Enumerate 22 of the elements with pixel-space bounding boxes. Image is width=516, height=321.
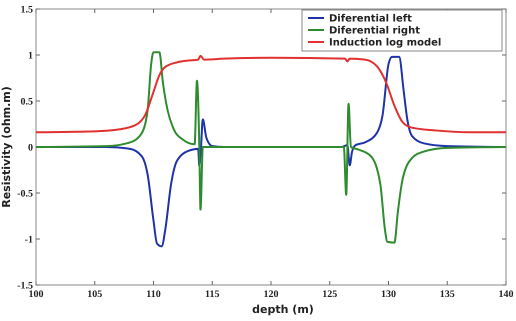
y-tick-label: 1 xyxy=(28,50,33,62)
legend-label: Diferential right xyxy=(329,26,420,36)
y-tick-label: 0.5 xyxy=(20,96,33,108)
y-tick-label: -0.5 xyxy=(17,188,33,200)
x-tick-label: 110 xyxy=(146,289,161,300)
y-tick-label: -1.5 xyxy=(17,280,33,292)
x-tick-label: 105 xyxy=(87,289,102,300)
y-tick-label: 0 xyxy=(28,142,33,154)
legend-label: Induction log model xyxy=(329,38,442,48)
x-tick-label: 115 xyxy=(205,289,220,300)
x-tick-label: 120 xyxy=(264,289,278,300)
y-axis-title: Resistivity (ohm.m) xyxy=(0,86,13,208)
legend-label: Diferential left xyxy=(329,14,412,24)
x-tick-label: 135 xyxy=(440,289,455,300)
x-tick-label: 125 xyxy=(322,289,338,300)
x-tick-label: 130 xyxy=(381,289,396,300)
y-tick-label: -1 xyxy=(24,234,33,246)
y-tick-label: 1.5 xyxy=(20,4,33,16)
x-tick-label: 140 xyxy=(498,289,514,300)
x-tick-label: 100 xyxy=(28,289,44,300)
line-series xyxy=(35,54,507,134)
x-axis-title: depth (m) xyxy=(252,303,314,316)
